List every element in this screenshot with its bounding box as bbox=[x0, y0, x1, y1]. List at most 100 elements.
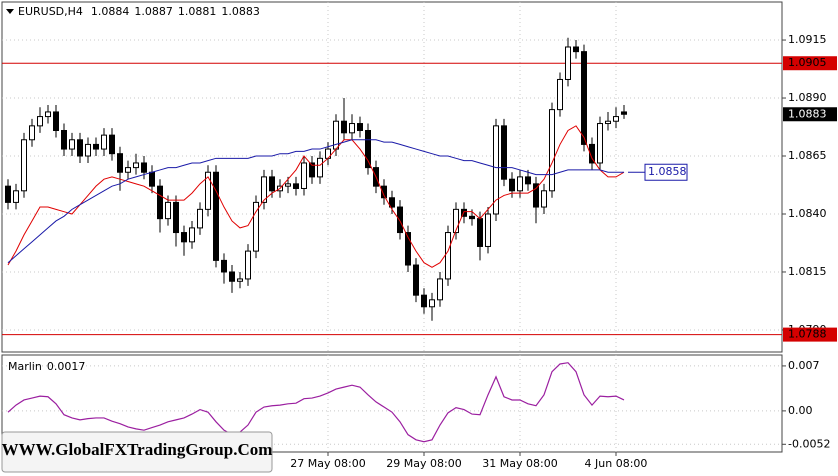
candle-body bbox=[13, 190, 19, 203]
candle-body bbox=[501, 125, 507, 180]
current-price-box bbox=[783, 107, 837, 122]
candle-body bbox=[557, 78, 563, 111]
candle-body bbox=[533, 183, 539, 208]
candle-body bbox=[293, 183, 299, 189]
indicator-panel bbox=[1, 354, 783, 453]
candle-body bbox=[53, 111, 59, 131]
menu-triangle bbox=[6, 9, 14, 14]
moving-average bbox=[7, 139, 624, 264]
y-tick-label: 1.0915 bbox=[788, 33, 827, 46]
candle-body bbox=[493, 125, 499, 215]
candle-body bbox=[397, 206, 403, 234]
candle-body bbox=[149, 171, 155, 187]
candle-body bbox=[245, 250, 251, 280]
candle-body bbox=[253, 201, 259, 252]
candle-body bbox=[125, 167, 131, 173]
candle-body bbox=[189, 227, 195, 243]
indicator-value: 0.0017 bbox=[47, 360, 86, 373]
candle-body bbox=[389, 197, 395, 208]
candle-body bbox=[549, 109, 555, 192]
candle-body bbox=[613, 116, 619, 122]
candle-body bbox=[213, 171, 219, 261]
x-tick-label: 27 May 08:00 bbox=[290, 457, 365, 470]
candle-body bbox=[117, 153, 123, 173]
chart-header: EURUSD,H4 1.0884 1.0887 1.0881 1.0883 bbox=[18, 5, 260, 18]
candle-body bbox=[5, 185, 11, 203]
candle-body bbox=[589, 143, 595, 164]
indicator-header: Marlin 0.0017 bbox=[8, 360, 85, 373]
candle-body bbox=[445, 232, 451, 280]
candle-body bbox=[349, 123, 355, 134]
candle-body bbox=[21, 139, 27, 192]
candle-body bbox=[77, 139, 83, 157]
level-label-box bbox=[783, 56, 837, 71]
price-panel bbox=[1, 1, 783, 353]
header-high: 1.0887 bbox=[134, 5, 173, 18]
candle-body bbox=[413, 264, 419, 296]
candle-body bbox=[237, 278, 243, 282]
candle-body bbox=[317, 157, 323, 178]
indicator-name: Marlin bbox=[8, 360, 42, 373]
candle-body bbox=[141, 162, 147, 173]
candle-body bbox=[509, 178, 515, 192]
candle-body bbox=[525, 176, 531, 185]
candle-body bbox=[101, 134, 107, 150]
candle-body bbox=[269, 176, 275, 192]
y-tick-label: 1.0890 bbox=[788, 91, 827, 104]
candle-body bbox=[173, 201, 179, 234]
candle-body bbox=[45, 111, 51, 118]
candle-body bbox=[181, 232, 187, 243]
x-tick-label: 4 Jun 08:00 bbox=[585, 457, 648, 470]
candle-body bbox=[85, 143, 91, 157]
watermark-box: WWW.GlobalFXTradingGroup.Com bbox=[1, 431, 273, 473]
y-tick-label: 0.00 bbox=[788, 404, 813, 417]
candle-body bbox=[285, 183, 291, 187]
candle-body bbox=[429, 299, 435, 308]
candle-body bbox=[109, 134, 115, 155]
candle-body bbox=[133, 162, 139, 169]
candle-body bbox=[93, 143, 99, 150]
candle-body bbox=[621, 111, 627, 115]
level-label-box bbox=[783, 327, 837, 342]
chart-title: EURUSD,H4 bbox=[18, 5, 83, 18]
candle-body bbox=[485, 213, 491, 247]
candle-body bbox=[69, 139, 75, 150]
candle-body bbox=[405, 232, 411, 266]
candle-body bbox=[205, 171, 211, 210]
header-open: 1.0884 bbox=[91, 5, 130, 18]
candle-body bbox=[221, 259, 227, 273]
candle-body bbox=[309, 162, 315, 178]
candle-body bbox=[197, 208, 203, 229]
candle-body bbox=[301, 162, 307, 189]
candle-body bbox=[29, 125, 35, 141]
candle-body bbox=[357, 123, 363, 131]
candle-body bbox=[165, 201, 171, 220]
candle-body bbox=[421, 294, 427, 308]
candle-body bbox=[469, 215, 475, 220]
candle-body bbox=[541, 190, 547, 208]
header-low: 1.0881 bbox=[178, 5, 217, 18]
x-tick-label: 29 May 08:00 bbox=[386, 457, 461, 470]
candle-body bbox=[453, 208, 459, 234]
watermark: WWW.GlobalFXTradingGroup.Com bbox=[2, 440, 273, 459]
y-tick-label: 0.007 bbox=[788, 359, 820, 372]
candle-body bbox=[157, 185, 163, 220]
candle-body bbox=[573, 46, 579, 53]
candle-body bbox=[37, 116, 43, 127]
y-tick-label: 1.0840 bbox=[788, 207, 827, 220]
ma-label-box bbox=[644, 163, 688, 181]
level-label: 1.0788 bbox=[788, 328, 827, 341]
header-close: 1.0883 bbox=[221, 5, 260, 18]
candle-body bbox=[605, 120, 611, 125]
candle-body bbox=[381, 185, 387, 199]
candle-body bbox=[61, 129, 67, 150]
candle-body bbox=[437, 278, 443, 301]
y-tick-label: 1.0815 bbox=[788, 265, 827, 278]
candle-body bbox=[229, 271, 235, 282]
candle-body bbox=[365, 129, 371, 169]
x-tick-label: 31 May 08:00 bbox=[482, 457, 557, 470]
moving-average bbox=[7, 125, 625, 268]
